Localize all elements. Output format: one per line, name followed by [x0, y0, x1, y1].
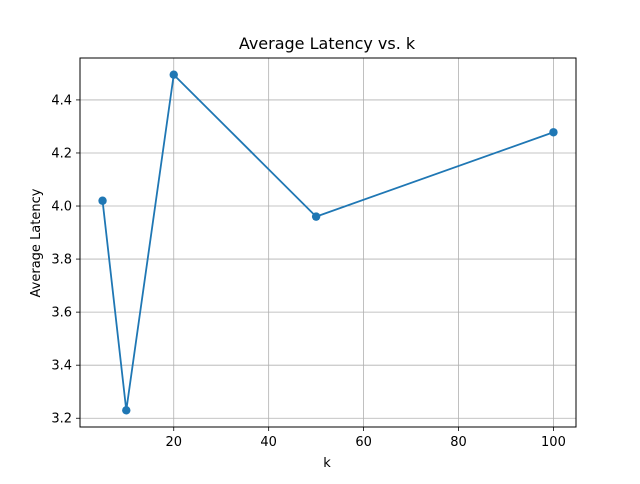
y-tick-label: 3.4 — [51, 359, 72, 374]
x-tick-label: 40 — [260, 435, 277, 450]
y-tick-label: 3.6 — [51, 306, 72, 321]
data-point-marker — [311, 212, 321, 221]
x-axis-label: k — [323, 456, 331, 471]
series-layer — [98, 70, 558, 415]
y-tick-label: 4.2 — [51, 146, 72, 161]
y-axis-ticks: 3.2 3.4 3.6 3.8 4.0 4.2 4.4 — [51, 93, 80, 427]
data-point-marker — [98, 196, 107, 205]
y-tick-label: 4.0 — [51, 200, 72, 215]
plot-area-frame — [79, 57, 577, 428]
x-tick-label: 60 — [355, 435, 372, 450]
data-point-marker — [122, 406, 131, 415]
y-tick-label: 3.2 — [51, 412, 72, 427]
chart-title: Average Latency vs. k — [239, 34, 416, 53]
x-axis-ticks: 20 40 60 80 100 — [165, 427, 566, 450]
series-line — [101, 73, 554, 412]
grid-lines — [80, 58, 576, 427]
data-point-marker — [169, 70, 178, 79]
x-tick-label: 100 — [541, 435, 566, 450]
x-tick-label: 20 — [165, 435, 182, 450]
y-tick-label: 4.4 — [51, 93, 72, 108]
x-tick-label: 80 — [450, 435, 467, 450]
y-axis-label: Average Latency — [29, 188, 44, 297]
data-point-marker — [549, 128, 558, 137]
y-tick-label: 3.8 — [51, 253, 72, 268]
